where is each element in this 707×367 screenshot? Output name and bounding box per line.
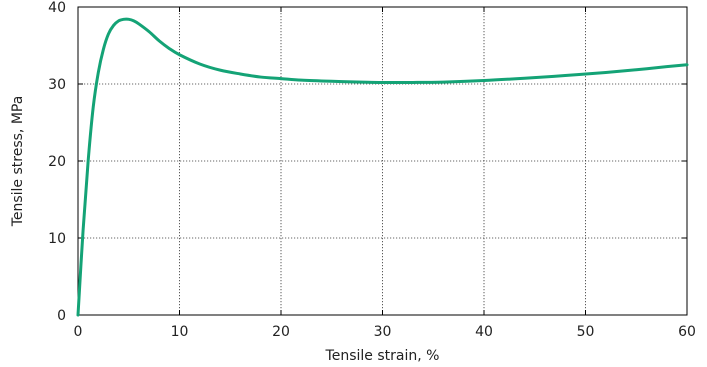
y-tick-label: 40 — [48, 0, 66, 16]
y-tick-label: 20 — [48, 154, 66, 170]
y-tick-label: 30 — [48, 77, 66, 93]
y-axis-label: Tensile stress, MPa — [10, 96, 26, 228]
x-tick-label: 40 — [475, 324, 493, 340]
series-line — [76, 17, 689, 317]
x-tick-label: 10 — [171, 324, 189, 340]
tick-labels: 0 10 20 30 40 50 60 0 10 20 30 40 — [48, 0, 696, 340]
x-tick-label: 0 — [74, 324, 83, 340]
y-tick-label: 10 — [48, 231, 66, 247]
x-axis-label: Tensile strain, % — [325, 348, 440, 364]
x-tick-label: 20 — [272, 324, 290, 340]
x-tick-label: 30 — [374, 324, 392, 340]
series-group — [76, 17, 689, 317]
x-tick-label: 50 — [577, 324, 595, 340]
y-tick-label: 0 — [57, 308, 66, 324]
x-tick-label: 60 — [678, 324, 696, 340]
axis-ticks — [77, 6, 688, 316]
grid-lines — [78, 7, 687, 315]
